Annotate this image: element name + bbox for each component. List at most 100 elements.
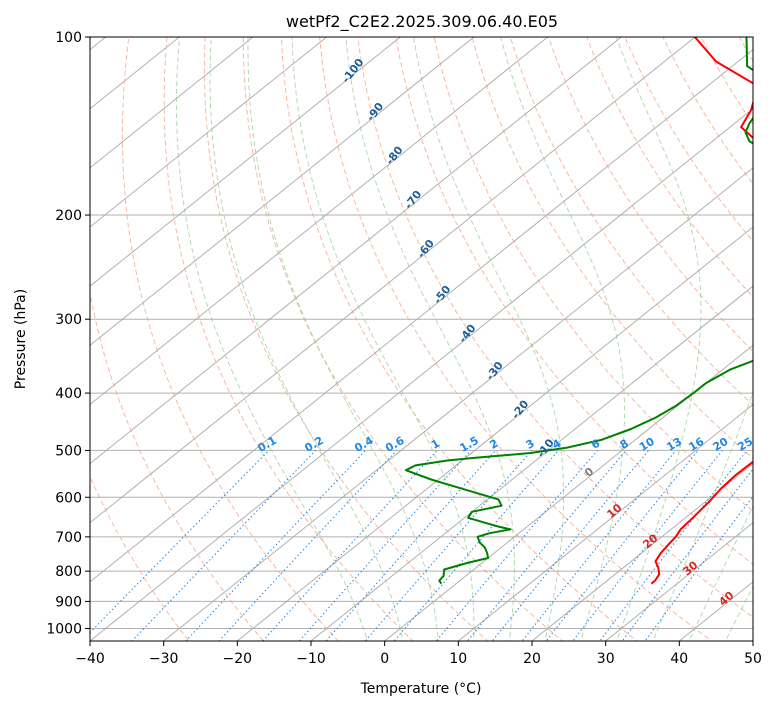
- x-tick-label: −20: [223, 651, 253, 667]
- mixing-ratio-label: 0.4: [352, 434, 376, 455]
- isotherm-line: [162, 167, 753, 641]
- mixing-ratio-label: 6: [589, 437, 602, 452]
- moist-adiabat-line: [413, 37, 565, 641]
- dry-adiabat-line: [509, 37, 753, 406]
- moist-adiabat-line: [345, 37, 515, 641]
- mixing-ratio-label: 8: [618, 437, 631, 452]
- dry-adiabat-line: [357, 37, 753, 618]
- y-tick-label: 600: [55, 490, 82, 506]
- plot-frame: [89, 36, 754, 642]
- mixing-ratio-label: 10: [637, 435, 657, 454]
- mixing-ratio-line: [491, 450, 649, 641]
- y-tick-label: 500: [55, 443, 82, 459]
- isotherm-label: -40: [456, 322, 479, 346]
- x-tick-label: −30: [149, 651, 179, 667]
- mixing-ratio-label: 13: [664, 435, 684, 454]
- isotherm-line: [236, 226, 753, 641]
- isotherm-line: [90, 37, 401, 287]
- y-tick-label: 200: [55, 208, 82, 224]
- isotherm-line: [457, 403, 753, 641]
- dry-adiabat-line: [433, 37, 753, 512]
- y-tick-label: 800: [55, 564, 82, 580]
- mixing-ratio-line: [545, 450, 699, 641]
- isotherm-line: [752, 640, 753, 641]
- mixing-ratio-line: [621, 468, 753, 641]
- isotherm-label: -70: [402, 188, 425, 212]
- isotherm-line: [90, 37, 475, 346]
- isotherm-label: -60: [415, 237, 438, 261]
- moist-adiabat-line: [175, 37, 369, 641]
- moist-adiabat-line: [688, 504, 753, 641]
- isotherm-line: [90, 37, 549, 405]
- isotherm-label: -50: [431, 283, 454, 307]
- dry-adiabat-line: [395, 37, 753, 565]
- dry-adiabat-line: [662, 37, 753, 185]
- mixing-ratio-label: 0.1: [255, 434, 278, 455]
- isotherm-line: [90, 37, 622, 465]
- isotherm-label: -90: [364, 100, 387, 124]
- dry-adiabat-line: [90, 475, 190, 641]
- isotherm-label: -100: [339, 56, 366, 86]
- isotherm-line: [90, 37, 696, 524]
- mixing-ratio-line: [521, 450, 677, 641]
- x-tick-label: 10: [449, 651, 467, 667]
- temperature-profile-line: [650, 37, 753, 585]
- y-axis-label: Pressure (hPa): [13, 289, 29, 389]
- mixing-ratio-label: 1.5: [457, 434, 480, 455]
- dry-adiabat-line: [586, 37, 753, 298]
- mixing-ratio-label: 1: [429, 437, 442, 452]
- mixing-ratio-label: 25: [735, 435, 755, 454]
- y-tick-label: 1000: [46, 622, 82, 638]
- dry-adiabat-line: [163, 37, 414, 641]
- mixing-ratio-line: [572, 450, 723, 641]
- isotherm-line: [678, 581, 753, 641]
- moist-adiabat-label: 20: [640, 531, 660, 551]
- moist-adiabat-label: 10: [604, 501, 624, 521]
- isotherm-line: [90, 37, 328, 228]
- moist-adiabat-line: [500, 37, 625, 641]
- dry-adiabat-line: [624, 37, 753, 242]
- mixing-ratio-line: [218, 450, 397, 641]
- chart-title: wetPf2_C2E2.2025.309.06.40.E05: [286, 12, 558, 32]
- x-axis-label: Temperature (°C): [360, 681, 482, 697]
- grid-layer: [0, 10, 775, 653]
- y-tick-label: 400: [55, 386, 82, 402]
- isotherm-line: [90, 48, 753, 583]
- isotherm-label: -80: [383, 143, 406, 167]
- mixing-ratio-line: [599, 450, 748, 641]
- dry-adiabat-line: [242, 37, 564, 641]
- dewpoint-profile-line: [404, 37, 753, 585]
- mixing-ratio-line: [298, 450, 472, 641]
- isotherm-line: [90, 37, 254, 169]
- mixing-ratio-label: 0.6: [383, 434, 407, 455]
- dry-adiabat-line: [762, 10, 775, 653]
- axis-ticks: −40 −30 −20 −10 0 10 20 30 40 50 1000 900 800 700 600 5…: [46, 30, 762, 667]
- mixing-ratio-line: [185, 450, 367, 641]
- x-tick-label: 40: [670, 651, 688, 667]
- y-tick-label: 300: [55, 312, 82, 328]
- isotherm-line: [0, 10, 66, 653]
- y-tick-label: 100: [55, 30, 82, 46]
- mixing-ratio-label: 30: [756, 435, 775, 454]
- mixing-ratio-line: [364, 450, 533, 641]
- mixing-ratio-label: 16: [686, 435, 706, 454]
- isotherm-line: [604, 522, 753, 641]
- isotherm-line: [310, 285, 753, 641]
- dry-adiabat-line: [738, 37, 753, 62]
- dry-adiabat-line: [319, 37, 713, 641]
- mixing-ratio-line: [131, 450, 317, 641]
- moist-adiabat-line: [209, 37, 404, 641]
- dry-adiabat-line: [700, 37, 753, 125]
- mixing-ratio-line: [435, 450, 598, 641]
- mixing-ratio-line: [90, 450, 270, 634]
- x-tick-label: 50: [744, 651, 762, 667]
- mixing-ratio-line: [325, 450, 497, 641]
- annotation-layer: 0.10.20.40.611.52346810131620253036-100-…: [255, 56, 775, 609]
- dry-adiabat-line: [90, 37, 265, 641]
- isotherm-line: [383, 344, 753, 641]
- moist-adiabat-line: [247, 37, 439, 641]
- isotherm-line: [531, 462, 753, 641]
- mixing-ratio-label: 2: [487, 437, 500, 452]
